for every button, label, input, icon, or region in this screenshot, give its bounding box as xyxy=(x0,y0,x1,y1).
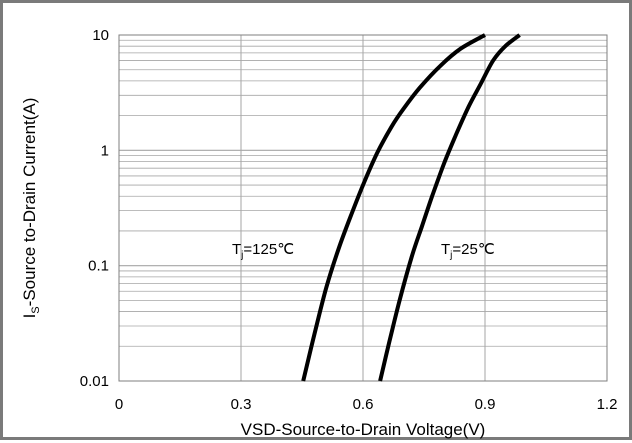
x-tick-label: 0.3 xyxy=(231,396,252,413)
series-line-125c xyxy=(301,33,486,382)
series-label-25c: Tj=25℃ xyxy=(441,241,495,261)
x-tick-label: 0.9 xyxy=(475,396,496,413)
tick-labels: 0 0.3 0.6 0.9 1.2 0.01 0.1 1 10 xyxy=(80,27,618,413)
grid-lines xyxy=(119,35,607,381)
series-label-25c-subscript: j xyxy=(449,250,452,261)
series-label-125c-main: T xyxy=(232,241,241,258)
y-tick-label: 1 xyxy=(101,142,109,159)
x-tick-label: 1.2 xyxy=(597,396,618,413)
y-axis-label-rest: -Source to-Drain Current(A) xyxy=(20,98,39,307)
chart-svg: 0 0.3 0.6 0.9 1.2 0.01 0.1 1 10 VSD-Source-to-Dr… xyxy=(20,27,618,439)
series-label-125c: Tj=125℃ xyxy=(232,241,294,261)
y-tick-label: 0.01 xyxy=(80,373,109,390)
y-axis-label-main: I xyxy=(20,314,39,319)
series-layer xyxy=(301,33,521,382)
y-axis-label: IS-Source to-Drain Current(A) xyxy=(20,98,42,319)
series-label-125c-subscript: j xyxy=(240,250,243,261)
y-tick-label: 0.1 xyxy=(88,258,109,275)
plot-area xyxy=(118,34,608,382)
x-tick-label: 0.6 xyxy=(353,396,374,413)
x-axis-label: VSD-Source-to-Drain Voltage(V) xyxy=(241,420,486,439)
y-tick-label: 10 xyxy=(92,27,109,44)
series-line-25c xyxy=(378,33,521,382)
y-axis-label-subscript: S xyxy=(30,306,42,313)
series-label-25c-rest: =25℃ xyxy=(452,241,494,258)
series-label-25c-main: T xyxy=(441,241,450,258)
series-label-125c-rest: =125℃ xyxy=(243,241,294,258)
x-tick-label: 0 xyxy=(115,396,123,413)
